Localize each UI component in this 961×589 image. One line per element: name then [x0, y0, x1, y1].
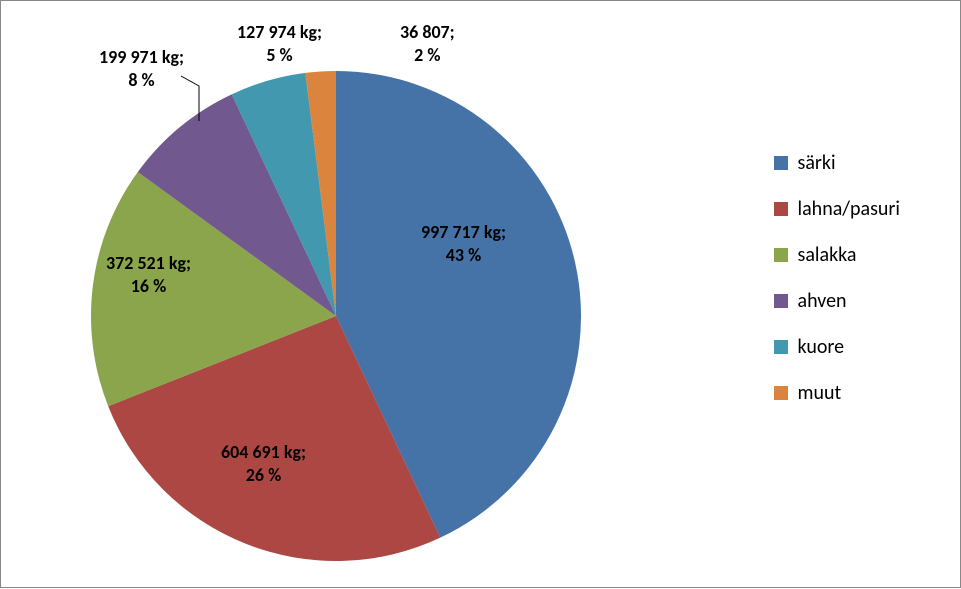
- legend-swatch: [774, 294, 788, 308]
- legend-label: lahna/pasuri: [798, 197, 900, 221]
- slice-label-lahna-pasuri: 604 691 kg;26 %: [221, 441, 306, 486]
- legend-swatch: [774, 386, 788, 400]
- legend-swatch: [774, 156, 788, 170]
- slice-label-line2: 5 %: [237, 44, 322, 67]
- legend-item-salakka: salakka: [774, 243, 900, 267]
- legend-swatch: [774, 340, 788, 354]
- chart-container: 997 717 kg;43 % 604 691 kg;26 % 372 521 kg…: [0, 0, 961, 588]
- legend-label: ahven: [798, 289, 847, 313]
- slice-label-line2: 26 %: [221, 464, 306, 487]
- slice-label-line2: 16 %: [106, 275, 191, 298]
- legend: särki lahna/pasuri salakka ahven kuore muut: [774, 151, 900, 405]
- slice-label-kuore: 127 974 kg;5 %: [237, 21, 322, 66]
- legend-item-lahna-pasuri: lahna/pasuri: [774, 197, 900, 221]
- legend-label: salakka: [798, 243, 857, 267]
- slice-label-muut: 36 807;2 %: [400, 21, 455, 66]
- slice-label-line1: 372 521 kg;: [106, 252, 191, 275]
- legend-swatch: [774, 248, 788, 262]
- slice-label-line2: 2 %: [400, 44, 455, 67]
- legend-item-s-rki: särki: [774, 151, 900, 175]
- legend-label: särki: [798, 151, 836, 175]
- slice-label-salakka: 372 521 kg;16 %: [106, 252, 191, 297]
- slice-label-line1: 604 691 kg;: [221, 441, 306, 464]
- legend-label: kuore: [798, 335, 845, 359]
- legend-swatch: [774, 202, 788, 216]
- pie-area: 997 717 kg;43 % 604 691 kg;26 % 372 521 kg…: [1, 1, 701, 589]
- legend-item-muut: muut: [774, 381, 900, 405]
- legend-item-kuore: kuore: [774, 335, 900, 359]
- slice-label-line1: 199 971 kg;: [99, 46, 184, 69]
- legend-label: muut: [798, 381, 842, 405]
- legend-item-ahven: ahven: [774, 289, 900, 313]
- slice-label-s-rki: 997 717 kg;43 %: [421, 221, 506, 266]
- slice-label-line2: 43 %: [421, 244, 506, 267]
- slice-label-line1: 127 974 kg;: [237, 21, 322, 44]
- slice-label-line2: 8 %: [99, 69, 184, 92]
- slice-label-ahven: 199 971 kg;8 %: [99, 46, 184, 91]
- slice-label-line1: 36 807;: [400, 21, 455, 44]
- slice-label-line1: 997 717 kg;: [421, 221, 506, 244]
